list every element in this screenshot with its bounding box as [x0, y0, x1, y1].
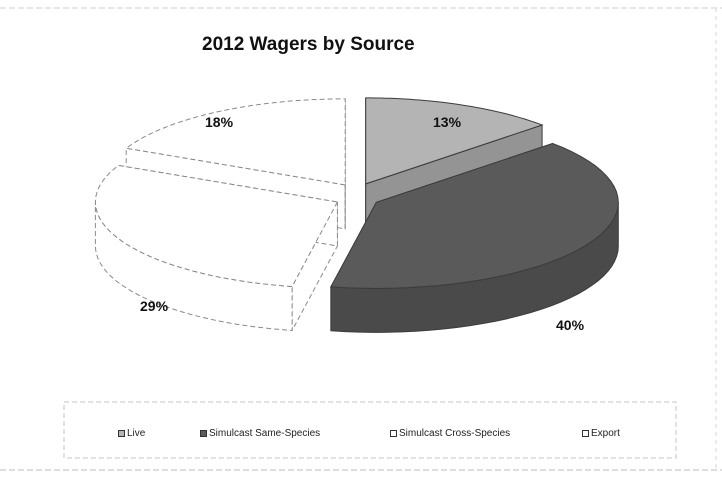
legend-item-simulcast-same-species: Simulcast Same-Species	[200, 428, 320, 439]
data-label-export: 18%	[205, 114, 234, 130]
legend-box	[63, 401, 677, 459]
legend: Live Simulcast Same-Species Simulcast Cr…	[64, 402, 676, 458]
data-label-simulcast-same-species: 40%	[556, 317, 585, 333]
legend-label-export: Export	[591, 428, 620, 439]
legend-label-live: Live	[127, 428, 146, 439]
pie-group	[94, 97, 619, 333]
legend-item-live: Live	[118, 428, 145, 439]
pie-top-export	[124, 98, 346, 186]
legend-label-simulcast-cross-species: Simulcast Cross-Species	[399, 428, 511, 439]
legend-swatch-export	[582, 430, 589, 437]
data-label-simulcast-cross-species: 29%	[140, 298, 169, 314]
legend-label-simulcast-same-species: Simulcast Same-Species	[209, 428, 321, 439]
pie-slice-simulcast-cross-species	[94, 164, 339, 332]
legend-swatch-simulcast-same-species	[200, 430, 207, 437]
pie-top-simulcast-cross-species	[94, 164, 339, 288]
data-label-live: 13%	[433, 114, 462, 130]
chart-title: 2012 Wagers by Source	[202, 34, 415, 55]
pie-top-live	[365, 97, 544, 185]
legend-item-simulcast-cross-species: Simulcast Cross-Species	[390, 428, 510, 439]
legend-swatch-live	[118, 430, 125, 437]
pie-slice-simulcast-same-species	[330, 142, 619, 333]
legend-swatch-simulcast-cross-species	[390, 430, 397, 437]
legend-item-export: Export	[582, 428, 620, 439]
pie-top-simulcast-same-species	[330, 142, 619, 289]
